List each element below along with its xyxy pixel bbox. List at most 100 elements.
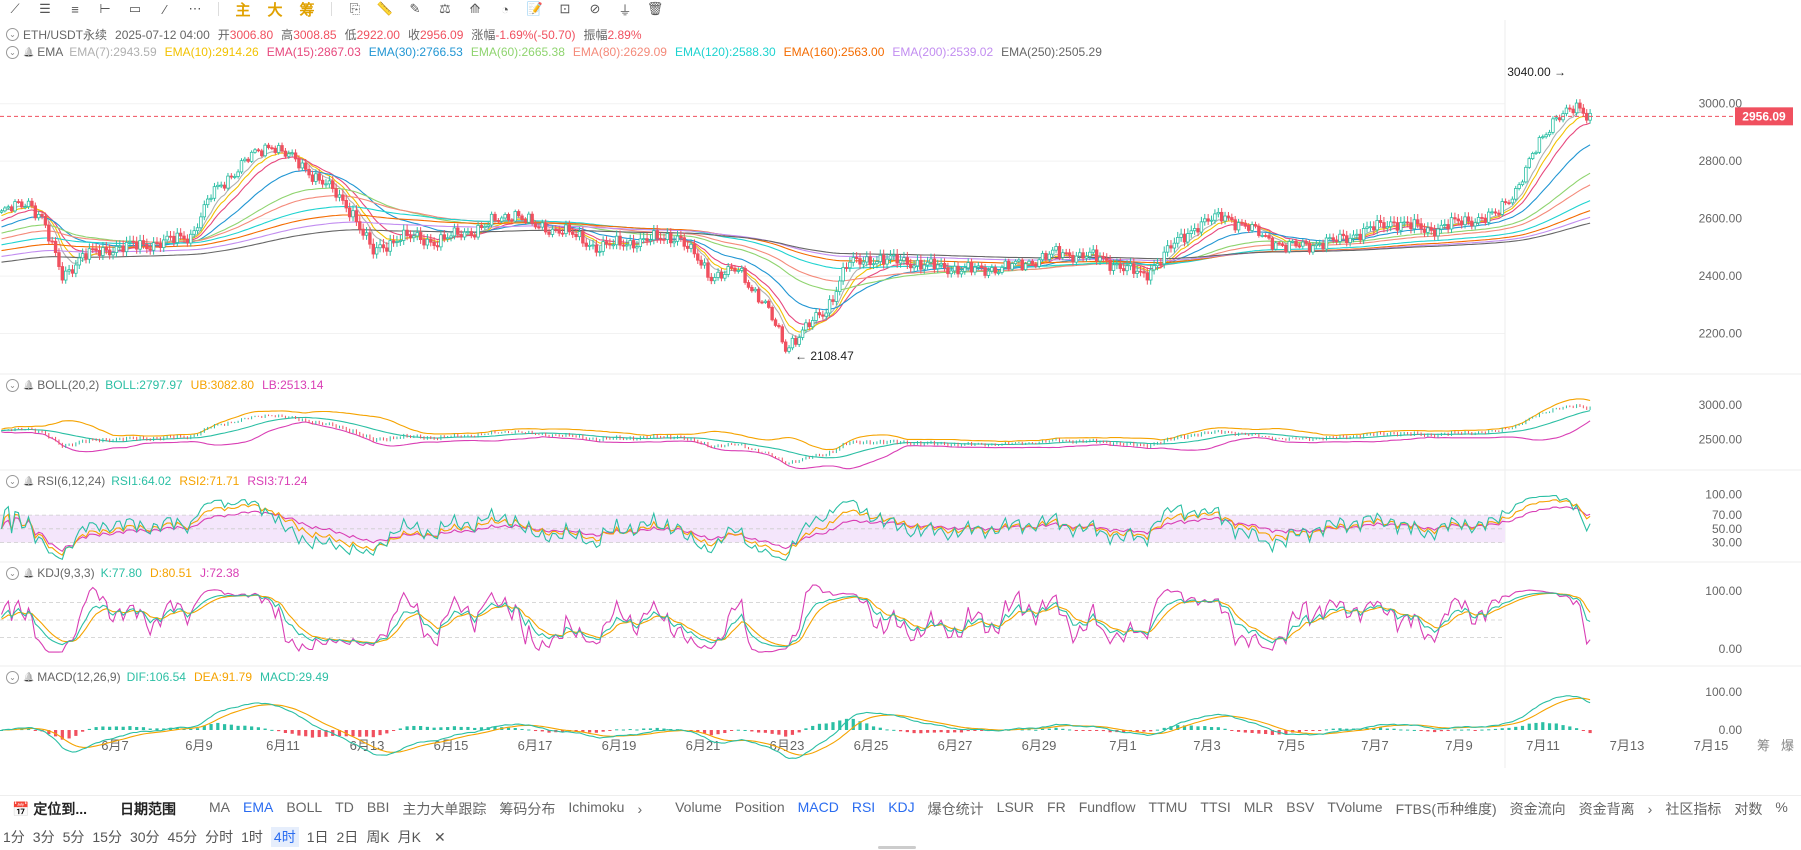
indicator-option[interactable]: Fundflow xyxy=(1078,798,1136,815)
brush-icon[interactable]: ✎ xyxy=(409,1,421,16)
alert-icon[interactable]: 🔔 xyxy=(23,379,35,390)
indicator-option[interactable]: 资金流向 xyxy=(1509,800,1566,817)
timeframe-option[interactable]: 3分 xyxy=(32,829,55,845)
indicator-option[interactable]: Position xyxy=(734,798,785,815)
timeframe-option[interactable]: 周K xyxy=(366,829,390,845)
collapse-icon[interactable]: ⌄ xyxy=(6,670,19,684)
trash-icon[interactable]: 🗑 xyxy=(646,1,664,16)
channel-icon[interactable]: ≡ xyxy=(71,1,79,17)
indicator-title[interactable]: EMA xyxy=(37,45,64,59)
timeframe-option[interactable]: 分时 xyxy=(205,829,234,845)
rect-icon[interactable]: ▭ xyxy=(128,1,142,16)
lock-icon[interactable]: ⊡ xyxy=(559,1,571,16)
resize-handle[interactable] xyxy=(878,846,916,849)
indicator-option[interactable]: BOLL xyxy=(286,798,323,815)
gann-icon[interactable]: ◔ xyxy=(501,1,509,17)
line-icon[interactable]: ∕ xyxy=(163,1,167,17)
alert-icon[interactable]: 🔔 xyxy=(23,567,35,578)
timeframe-option[interactable]: 2日 xyxy=(336,829,359,845)
date-range-button[interactable]: 日期范围 xyxy=(120,800,176,817)
indicator-option[interactable]: 主力大单跟踪 xyxy=(402,800,487,817)
indicator-option[interactable]: 社区指标 xyxy=(1665,800,1722,817)
indicator-option[interactable]: Ichimoku xyxy=(568,798,625,815)
candle-body xyxy=(547,231,551,235)
elliott-icon[interactable]: ⟰ xyxy=(469,1,481,16)
fib-icon[interactable]: ⎘ xyxy=(349,1,361,16)
macd-histogram-bar xyxy=(270,729,274,731)
indicator-option[interactable]: 爆仓统计 xyxy=(927,800,984,817)
timeframe-option[interactable]: 1分 xyxy=(3,829,25,845)
candle-body xyxy=(192,230,196,235)
indicator-option[interactable]: MLR xyxy=(1243,798,1274,815)
timeframe-option[interactable]: 4时 xyxy=(270,827,299,847)
indicator-option[interactable]: TTMU xyxy=(1148,798,1188,815)
indicator-option[interactable]: BSV xyxy=(1286,798,1315,815)
toolbar-label-2[interactable]: 筹 xyxy=(299,1,315,19)
indicator-title[interactable]: BOLL(20,2) xyxy=(37,378,100,392)
indicator-option[interactable]: MA xyxy=(209,798,230,815)
timeframe-option[interactable]: 45分 xyxy=(167,829,198,845)
indicator-option[interactable]: 筹码分布 xyxy=(499,800,556,817)
indicator-option[interactable]: MACD xyxy=(797,798,839,815)
indicator-option[interactable]: TTSI xyxy=(1200,798,1231,815)
timeframe-option[interactable]: 月K xyxy=(397,829,421,845)
timeframe-option[interactable]: 1日 xyxy=(306,829,329,845)
indicator-title[interactable]: MACD(12,26,9) xyxy=(37,670,121,684)
chart-svg[interactable]: 3000.00 2800.00 2600.00 2400.00 2200.00 2956.… xyxy=(0,0,1801,795)
candle-body xyxy=(692,243,697,255)
chevron-right-icon[interactable]: › xyxy=(1647,800,1653,817)
timeframe-option[interactable]: 15分 xyxy=(92,829,122,845)
collapse-icon[interactable]: ⌄ xyxy=(6,566,19,580)
macd-histogram-bar xyxy=(716,730,720,735)
indicator-title[interactable]: RSI(6,12,24) xyxy=(37,474,106,488)
indicator-option[interactable]: BBI xyxy=(366,798,390,815)
indicator-option[interactable]: EMA xyxy=(243,798,274,815)
timeframe-option[interactable]: 30分 xyxy=(129,829,160,845)
indicator-option[interactable]: Volume xyxy=(675,798,722,815)
magnet-icon[interactable]: ⊘ xyxy=(589,1,601,16)
timeframe-option[interactable]: 1时 xyxy=(241,829,263,845)
indicator-option[interactable]: FR xyxy=(1047,798,1066,815)
indicator-option[interactable]: RSI xyxy=(851,798,876,815)
candle-body xyxy=(642,238,646,241)
macd-histogram-bar xyxy=(878,727,882,730)
notes-icon[interactable]: 📝 xyxy=(526,1,544,16)
macd-histogram-bar xyxy=(635,729,639,731)
close-icon[interactable]: ✕ xyxy=(434,828,446,845)
collapse-icon[interactable]: ⌄ xyxy=(6,378,19,392)
timeframe-option[interactable]: 5分 xyxy=(62,829,85,845)
indicator-option[interactable]: TVolume xyxy=(1327,798,1383,815)
measure-icon[interactable]: 📏 xyxy=(376,1,394,16)
collapse-icon[interactable]: ⌄ xyxy=(6,474,19,488)
macd-histogram-bar xyxy=(466,726,470,730)
macd-histogram-bar xyxy=(905,730,909,733)
indicator-title[interactable]: KDJ(9,3,3) xyxy=(37,566,95,580)
filter-icon[interactable]: ⏚ xyxy=(618,2,632,18)
alert-icon[interactable]: 🔔 xyxy=(23,671,35,682)
indicator-option[interactable]: 资金背离 xyxy=(1578,800,1635,817)
chevron-right-icon[interactable]: › xyxy=(637,800,643,817)
alert-icon[interactable]: 🔔 xyxy=(23,475,35,486)
candle-body xyxy=(888,255,893,260)
locate-button[interactable]: 📅 定位到... xyxy=(12,799,87,819)
candle-body xyxy=(952,265,957,272)
toolbar-label-0[interactable]: 主 xyxy=(235,1,251,19)
candle-body xyxy=(280,145,284,152)
indicator-option[interactable]: KDJ xyxy=(888,798,915,815)
indicator-option[interactable]: LSUR xyxy=(996,798,1035,815)
indicator-option[interactable]: TD xyxy=(335,798,354,815)
ray-icon[interactable]: ⊢ xyxy=(99,1,111,16)
more-icon[interactable]: ⋯ xyxy=(188,1,202,16)
candle-body xyxy=(53,240,58,253)
alert-icon[interactable]: 🔔 xyxy=(23,46,35,57)
indicator-option[interactable]: % xyxy=(1775,798,1788,815)
collapse-icon[interactable]: ⌄ xyxy=(6,28,19,41)
collapse-icon[interactable]: ⌄ xyxy=(6,45,19,59)
indicator-option[interactable]: 对数 xyxy=(1734,800,1763,817)
hlines-icon[interactable]: ☰ xyxy=(39,1,51,16)
indicator-option[interactable]: FTBS(币种维度) xyxy=(1395,800,1497,817)
pencil-icon[interactable]: ⟋ xyxy=(10,1,20,16)
pattern-icon[interactable]: ⚖ xyxy=(439,1,451,16)
toolbar-label-1[interactable]: 大 xyxy=(267,1,283,19)
indicator-value: RSI1:64.02 xyxy=(111,474,172,488)
